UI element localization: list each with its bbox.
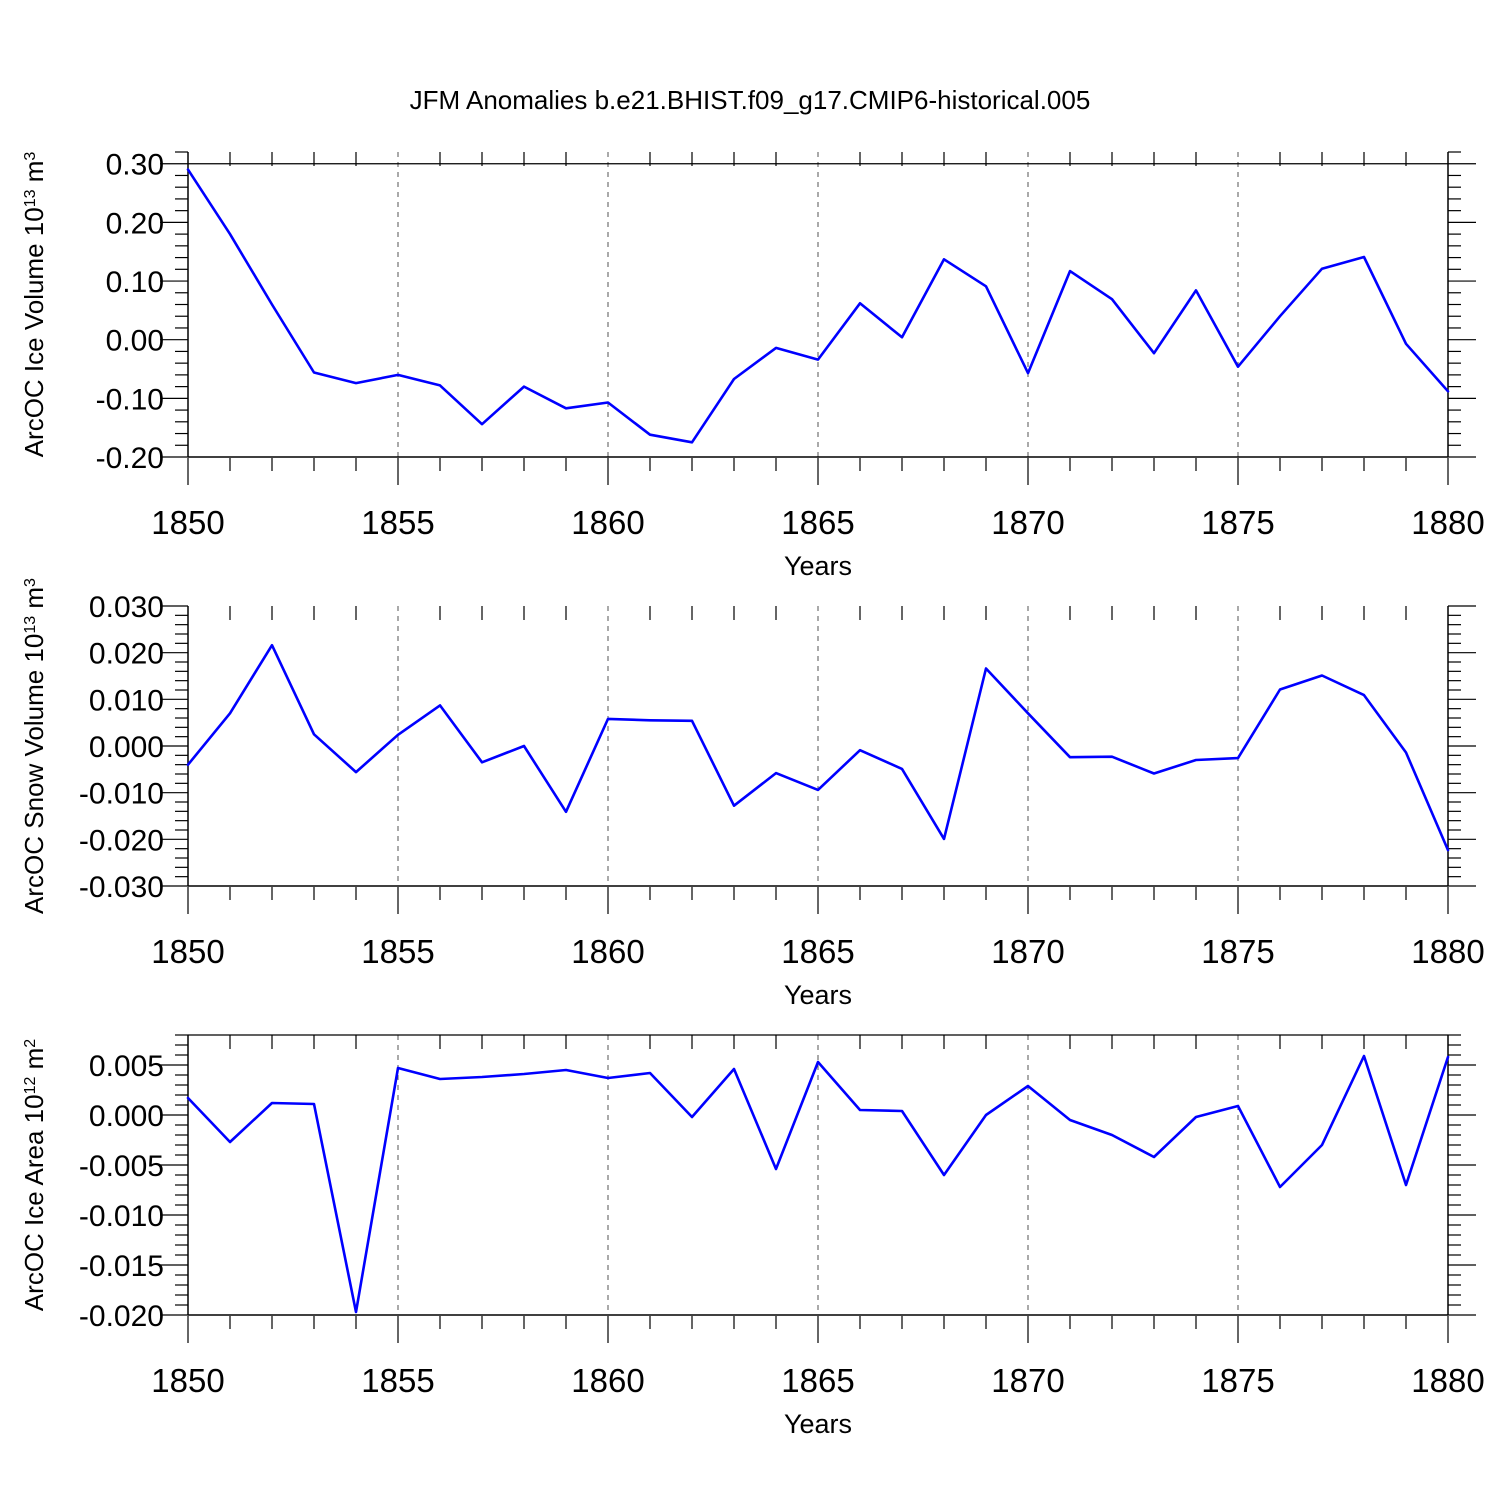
y-tick-label: -0.20	[96, 442, 164, 475]
y-tick-label: -0.020	[79, 824, 164, 857]
x-tick-label: 1850	[151, 504, 224, 541]
x-tick-label: 1875	[1201, 504, 1274, 541]
panels: 0.30 0.20 0.10 0.00 -0.10 -0.20 1850 1855 1860 18…	[19, 149, 1485, 1439]
x-axis-title: Years	[784, 551, 852, 581]
y-tick-label: 0.020	[89, 638, 164, 671]
y-axis-title: ArcOC Ice Volume 1013 m3	[19, 152, 49, 458]
y-tick-label: -0.005	[79, 1150, 164, 1183]
x-tick-label: 1855	[361, 1362, 434, 1399]
y-tick-label: 0.000	[89, 1100, 164, 1133]
x-tick-label: 1850	[151, 1362, 224, 1399]
y-tick-label: -0.020	[79, 1300, 164, 1333]
y-tick-label: 0.000	[89, 731, 164, 764]
x-tick-label: 1865	[781, 504, 854, 541]
y-tick-label: 0.030	[89, 591, 164, 624]
series-line	[186, 168, 1450, 444]
x-tick-label: 1865	[781, 1362, 854, 1399]
x-tick-label: 1860	[571, 1362, 644, 1399]
x-tick-label: 1870	[991, 933, 1064, 970]
y-tick-label: 0.20	[106, 207, 164, 240]
y-tick-label: -0.015	[79, 1250, 164, 1283]
x-tick-label: 1870	[991, 1362, 1064, 1399]
y-tick-label: 0.005	[89, 1050, 164, 1083]
x-tick-label: 1880	[1411, 504, 1484, 541]
series-line	[186, 1054, 1450, 1314]
y-tick-label: 0.010	[89, 684, 164, 717]
y-tick-label: 0.30	[106, 149, 164, 182]
y-tick-label: -0.010	[79, 1200, 164, 1233]
x-tick-label: 1880	[1411, 1362, 1484, 1399]
x-tick-label: 1880	[1411, 933, 1484, 970]
x-tick-label: 1875	[1201, 933, 1274, 970]
x-tick-label: 1855	[361, 933, 434, 970]
x-tick-label: 1875	[1201, 1362, 1274, 1399]
y-tick-label: 0.00	[106, 325, 164, 358]
x-axis-title: Years	[784, 1409, 852, 1439]
y-tick-label: -0.010	[79, 778, 164, 811]
x-tick-label: 1865	[781, 933, 854, 970]
x-tick-label: 1850	[151, 933, 224, 970]
chart-panel-1: 0.30 0.20 0.10 0.00 -0.10 -0.20 1850 1855 1860 18…	[19, 149, 1485, 581]
y-tick-label: -0.030	[79, 871, 164, 904]
chart-panel-2: 0.030 0.020 0.010 0.000 -0.010 -0.020 -0.030 18…	[19, 578, 1485, 1010]
x-axis-title: Years	[784, 980, 852, 1010]
x-tick-label: 1870	[991, 504, 1064, 541]
x-tick-label: 1860	[571, 933, 644, 970]
series-line	[186, 643, 1450, 852]
y-tick-label: 0.10	[106, 266, 164, 299]
figure-title: JFM Anomalies b.e21.BHIST.f09_g17.CMIP6-…	[410, 85, 1091, 115]
chart-panel-3: 0.005 0.000 -0.005 -0.010 -0.015 -0.020 1850 18…	[19, 1034, 1485, 1439]
y-axis-title: ArcOC Snow Volume 1013 m3	[19, 578, 49, 914]
x-tick-label: 1860	[571, 504, 644, 541]
y-tick-label: -0.10	[96, 383, 164, 416]
y-axis-title: ArcOC Ice Area 1012 m2	[19, 1039, 49, 1311]
x-tick-label: 1855	[361, 504, 434, 541]
